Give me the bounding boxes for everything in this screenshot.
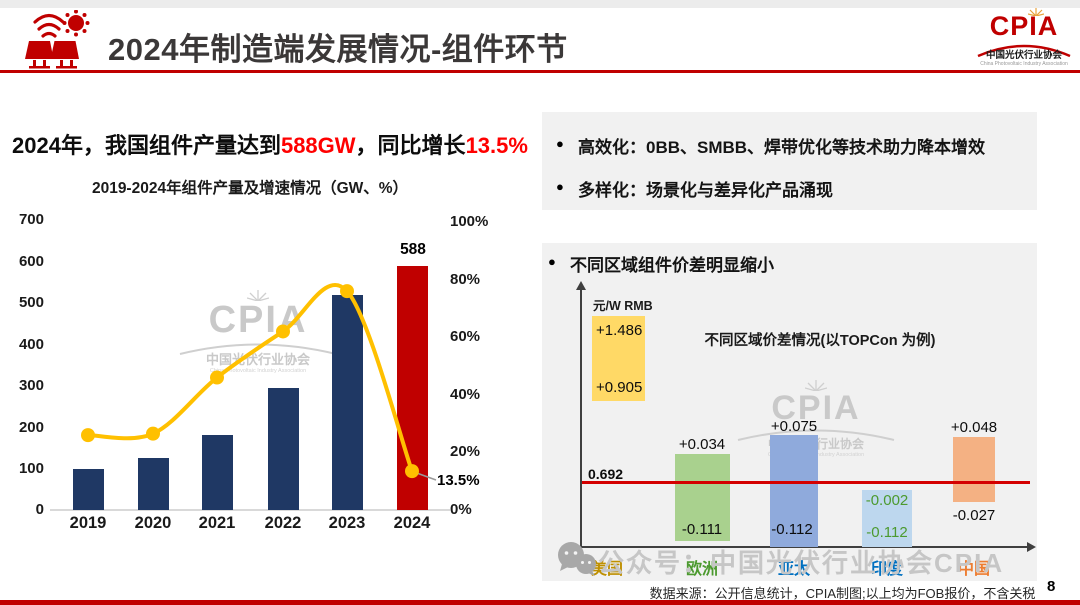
bullet-2: 多样化：场景化与差异化产品涌现 <box>578 181 833 200</box>
y-tick-600: 600 <box>18 253 44 270</box>
asia-pacific-low: -0.112 <box>771 521 813 538</box>
bar-label-588: 588 <box>400 241 426 258</box>
data-source-note: 数据来源：公开信息统计，CPIA制图;以上均为FOB报价，不含关税 <box>649 586 1036 601</box>
production-bar-2019 <box>72 469 104 510</box>
india-low: -0.112 <box>866 524 908 541</box>
price-x-axis <box>581 546 1029 548</box>
region-label-europe: 欧洲 <box>685 561 718 578</box>
price-bar-china <box>953 437 995 502</box>
pct-tick-20: 20% <box>450 443 481 460</box>
price-bar-india <box>862 490 912 547</box>
production-bar-2020 <box>137 458 169 510</box>
bullet-dot-2: ● <box>556 179 564 194</box>
watermark-acronym: CPIA <box>771 389 861 427</box>
x-label-2022: 2022 <box>264 514 302 532</box>
x-label-2020: 2020 <box>134 514 172 532</box>
headline: 2024年，我国组件产量达到588GW，同比增长13.5% <box>12 128 552 160</box>
x-axis-arrow-icon <box>1027 542 1036 552</box>
wechat-icon <box>558 542 596 576</box>
baseline-value: 0.692 <box>588 466 624 482</box>
price-bar-us <box>592 316 645 401</box>
pct-tick-40: 40% <box>450 386 481 403</box>
china-low: -0.027 <box>952 507 996 524</box>
y-tick-500: 500 <box>18 294 44 311</box>
header-underline <box>0 70 1080 73</box>
price-y-axis <box>580 288 582 547</box>
y-tick-700: 700 <box>18 211 44 228</box>
us-low: +0.905 <box>596 379 643 396</box>
bullet-1: 高效化：0BB、SMBB、焊带优化等技术助力降本增效 <box>578 138 986 157</box>
production-bar-2023 <box>331 295 363 510</box>
x-label-2021: 2021 <box>198 514 236 532</box>
region-label-india: 印度 <box>870 561 903 578</box>
bullet-dot-1: ● <box>556 136 564 151</box>
pct-tick-60: 60% <box>450 328 481 345</box>
europe-low: -0.111 <box>681 521 723 538</box>
solar-panel-icon <box>25 10 90 69</box>
page-title: 2024年制造端发展情况-组件环节 <box>108 32 568 67</box>
cpia-logo: CPIA 中国光伏行业协会 China Photovoltaic Industr… <box>972 6 1076 70</box>
region-label-asia-pacific: 亚太 <box>777 561 810 578</box>
x-label-2024: 2024 <box>393 514 431 532</box>
section-title: 不同区域组件价差明显缩小 <box>570 256 774 275</box>
price-axis-unit: 元/W RMB <box>593 299 653 313</box>
china-high: +0.048 <box>950 419 998 436</box>
line-label-135: 13.5% <box>437 472 480 489</box>
production-bar-2022 <box>267 387 299 510</box>
production-bar-2021 <box>201 434 233 510</box>
headline-part2: ，同比增长 <box>355 133 466 158</box>
region-label-us: 美国 <box>590 561 623 578</box>
us-high: +1.486 <box>596 322 643 339</box>
top-strip <box>0 0 1080 8</box>
bottom-red-band <box>0 600 1080 605</box>
left-chart-title: 2019-2024年组件产量及增速情况（GW、%） <box>91 180 409 197</box>
pct-tick-100: 100% <box>450 213 489 230</box>
logo-arc <box>977 44 1071 58</box>
pct-tick-0: 0% <box>450 501 472 518</box>
logo-name-cn: 中国光伏行业协会 <box>985 50 1062 61</box>
region-label-china: 中国 <box>957 561 990 578</box>
price-bar-europe <box>675 454 730 541</box>
y-tick-300: 300 <box>18 377 44 394</box>
headline-part1: 2024年，我国组件产量达到 <box>12 133 281 158</box>
pct-tick-80: 80% <box>450 271 481 288</box>
x-label-2019: 2019 <box>69 514 107 532</box>
wechat-watermark-text: 公众号：中国光伏行业协会CPIA <box>598 548 1005 578</box>
page-number: 8 <box>1047 578 1056 595</box>
x-axis-line <box>50 509 450 511</box>
logo-sun-rays-icon <box>1028 8 1044 16</box>
europe-high: +0.034 <box>678 436 726 453</box>
y-tick-0: 0 <box>35 501 44 518</box>
section-bullet-dot: ● <box>548 254 556 269</box>
india-high: -0.002 <box>865 492 909 509</box>
y-tick-100: 100 <box>18 460 44 477</box>
y-tick-200: 200 <box>18 419 44 436</box>
headline-value-588gw: 588GW <box>280 133 356 158</box>
bullets-box <box>542 112 1037 210</box>
logo-acronym: CPIA <box>989 11 1059 41</box>
y-tick-400: 400 <box>18 336 44 353</box>
headline-value-135pct: 13.5% <box>465 133 528 158</box>
logo-name-en: China Photovoltaic Industry Association <box>980 61 1068 67</box>
price-chart-title: 不同区域价差情况(以TOPCon 为例) <box>704 333 936 349</box>
china-price-baseline <box>582 481 1030 484</box>
asia-pacific-high: +0.075 <box>770 418 818 435</box>
price-bar-asia-pacific <box>770 435 818 547</box>
x-label-2023: 2023 <box>328 514 366 532</box>
y-axis-arrow-icon <box>576 281 586 290</box>
production-bar-2024 <box>396 266 428 510</box>
